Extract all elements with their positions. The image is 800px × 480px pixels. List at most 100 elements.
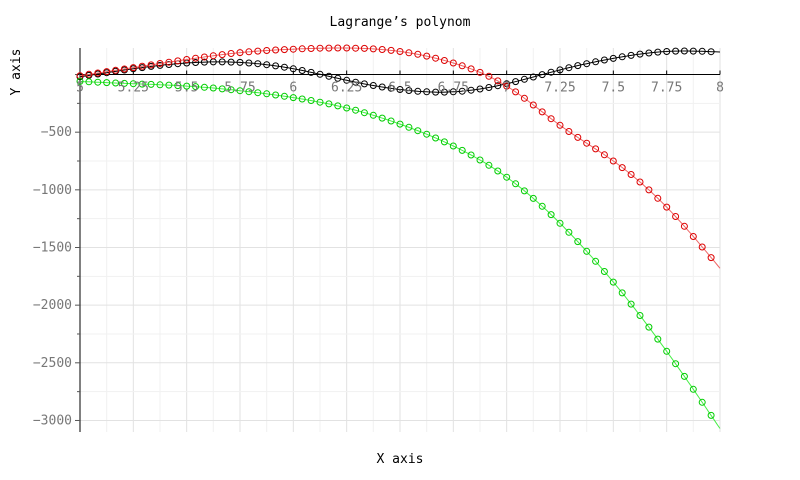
series-point [280,63,288,71]
series-point [218,85,226,93]
y-tick-label: −2000 [33,298,72,313]
series-point [405,49,413,57]
series-point [672,213,680,220]
x-tick-label: 7.25 [544,81,575,96]
series-point [698,398,706,406]
series-point [485,84,493,91]
series-point [440,138,448,146]
series-point [120,79,128,87]
series-point [183,56,191,63]
series-point [547,68,555,76]
series-point [352,106,360,114]
series-point [707,411,715,419]
series-point [343,44,351,52]
series-point [94,69,102,77]
series-point [307,97,315,104]
series-point [325,100,333,108]
series-point [529,73,537,81]
series-point [200,83,208,91]
series-point [165,81,173,89]
y-tick-label: −1000 [33,183,72,198]
series-point [396,86,404,93]
series-point [467,151,475,159]
y-axis-label: Y axis [9,49,24,96]
series-point [334,44,342,52]
series-point [485,161,493,169]
series-line [79,80,721,429]
series-point [547,211,555,219]
series-point [298,67,306,74]
series-point [156,61,164,69]
series-point [627,300,635,308]
series-point [236,58,244,66]
series-point [449,59,457,67]
series-point [227,58,235,66]
y-tick-label: −1500 [33,240,72,255]
series-point [94,78,102,86]
series-point [289,65,297,73]
series-point [600,151,608,159]
x-tick-label: 5 [76,81,84,96]
series-point [200,53,208,61]
series-point [592,145,600,153]
series-point [245,59,253,67]
series-point [156,81,164,89]
series-point [556,121,564,129]
series-point [218,51,226,59]
series-point [103,68,111,76]
series-point [254,89,262,97]
x-tick-label: 6 [289,81,297,96]
series-point [583,60,591,68]
series-point [512,88,520,96]
series-point [414,87,422,95]
series-point [138,62,146,70]
series-point [147,61,155,69]
series-point [645,186,653,194]
series-point [85,78,93,86]
series-point [485,72,493,80]
series-point [627,51,635,59]
y-tick-label: −500 [41,125,72,140]
series-line [79,47,721,269]
series-point [494,167,502,175]
series-point [316,98,324,106]
series-point [432,134,440,142]
series-point [165,61,173,68]
series-point [565,64,573,72]
series-point [369,45,377,53]
series-point [600,268,608,275]
series-point [387,46,395,54]
series-point [592,58,600,66]
series-point [174,82,182,90]
series-point [272,62,280,70]
series-point [494,82,502,90]
series-point [432,54,440,62]
x-tick-label: 6.5 [388,81,411,96]
series-point [325,72,333,80]
series-point [680,372,688,380]
series-point [405,87,413,94]
series-point [609,157,617,165]
series-point [458,146,466,154]
series-point [432,88,440,96]
x-tick-label: 6.25 [331,81,362,96]
series-point [307,68,315,76]
series-point [689,385,697,393]
x-tick-label: 6.75 [438,81,469,96]
series-point [565,128,573,135]
series-point [280,46,288,54]
series-point [636,312,644,319]
series-point [556,219,564,227]
series-point [423,130,431,138]
series-point [574,62,582,70]
x-axis-label: X axis [377,452,424,467]
series-point [174,57,182,65]
series-point [165,58,173,66]
series-point [334,102,342,110]
series-point [378,83,386,91]
series-point [298,45,306,53]
series-point [307,45,315,52]
series-point [449,88,457,96]
series-point [654,335,662,343]
series-point [680,222,688,230]
